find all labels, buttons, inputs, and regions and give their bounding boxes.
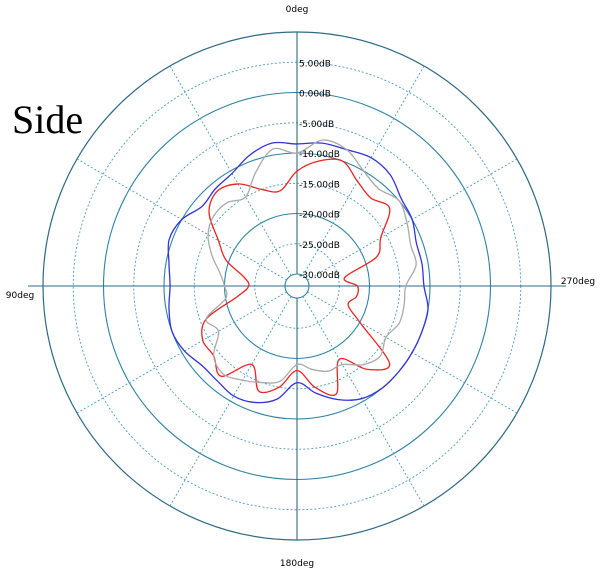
polar-grid [28, 31, 566, 541]
axis-labels: 5.00dB 0.00dB -5.00dB -10.00dB -15.00dB -20.0… [6, 5, 595, 569]
series-lines [167, 139, 429, 404]
series-line-1 [167, 141, 429, 404]
series-line-3 [205, 139, 417, 384]
series-line-2 [201, 158, 391, 397]
angle-label: 0deg [286, 5, 309, 15]
radial-tick-label: -10.00dB [299, 150, 340, 160]
radial-tick-label: 0.00dB [299, 90, 331, 100]
side-label: Side [12, 97, 84, 142]
angle-label: 270deg [561, 277, 595, 287]
radial-tick-label: 5.00dB [299, 59, 331, 69]
radial-tick-label: -15.00dB [299, 180, 340, 190]
angle-label: 90deg [6, 291, 34, 301]
grid-spoke [302, 296, 425, 507]
radial-tick-label: -25.00dB [299, 241, 340, 251]
angle-label: 180deg [280, 559, 314, 569]
grid-spoke [169, 296, 292, 507]
grid-spoke [169, 65, 292, 276]
radial-tick-label: -20.00dB [299, 211, 340, 221]
radial-tick-label: -30.00dB [299, 271, 340, 281]
radial-tick-label: -5.00dB [299, 120, 334, 130]
grid-spoke [76, 291, 287, 414]
